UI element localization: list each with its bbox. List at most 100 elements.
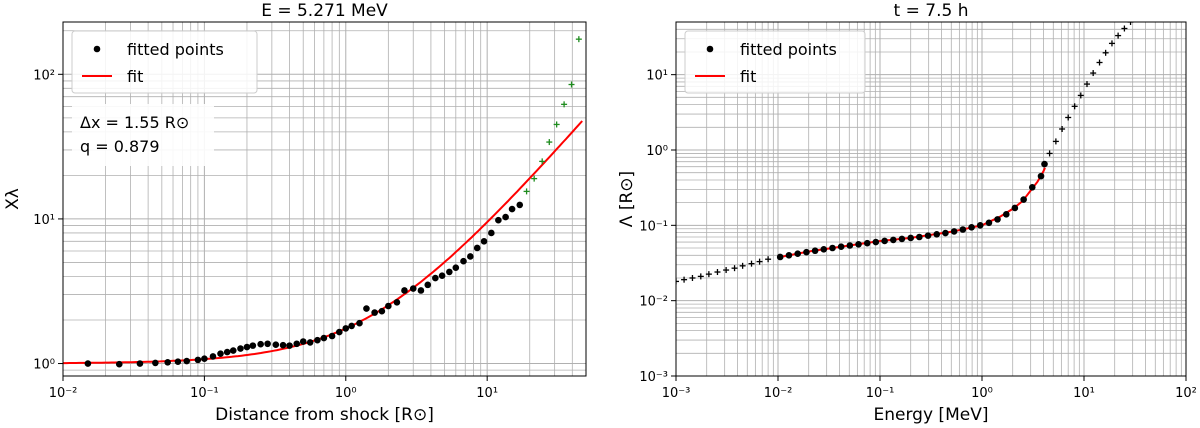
plus-marker (714, 269, 721, 276)
legend: fitted points fit (71, 30, 258, 94)
plus-marker (553, 121, 560, 128)
fitted-point (293, 340, 301, 348)
fitted-point (249, 342, 257, 349)
fitted-point (393, 299, 401, 306)
fitted-point (829, 244, 836, 252)
fitted-point (976, 222, 984, 229)
fitted-point (488, 229, 495, 237)
plus-marker (765, 256, 772, 263)
plus-marker (1090, 70, 1097, 77)
fitted-point (223, 348, 231, 356)
plot-1: 10⁻² 10⁻¹ 10⁰ 10¹ 10⁰ 10¹ 10² E = 5.271 MeV Dist… (3, 1, 587, 425)
plus-marker (1065, 114, 1072, 121)
fitted-point (217, 350, 224, 357)
x-axis-label: Distance from shock [R⊙] (215, 405, 434, 425)
fitted-point (502, 213, 509, 221)
x-tick-label: 10² (1175, 386, 1197, 401)
fitted-point (846, 242, 854, 249)
fitted-point (898, 235, 906, 243)
fitted-point (994, 216, 1001, 223)
plus-marker (1121, 25, 1128, 32)
fitted-point (194, 356, 202, 364)
x-tick-label: 10⁻² (764, 386, 793, 401)
plus-marker (681, 276, 688, 283)
fitted-point (452, 264, 460, 271)
fitted-point (942, 229, 949, 237)
legend-box (684, 30, 866, 94)
fitted-point (837, 243, 845, 251)
y-tick-label: 10¹ (646, 69, 668, 84)
x-tick-label: 10¹ (476, 386, 498, 401)
fitted-point (385, 302, 392, 310)
fitted-point (516, 201, 524, 209)
y-tick-label: 10¹ (33, 213, 55, 228)
fitted-point (924, 232, 932, 239)
plus-marker (748, 260, 755, 267)
chart-title: E = 5.271 MeV (261, 1, 388, 21)
fitted-point (446, 268, 453, 276)
axes-frame (62, 21, 587, 377)
plus-marker (546, 139, 553, 146)
y-tick-label: 10⁻¹ (639, 219, 668, 234)
fitted-point (480, 238, 488, 245)
legend-label: fit (127, 67, 143, 86)
fitted-point (209, 353, 217, 360)
x-axis-label: Energy [MeV] (874, 405, 989, 425)
x-tick-label: 10⁰ (335, 386, 357, 401)
legend-marker-points (93, 45, 101, 53)
plus-marker (568, 81, 575, 88)
fitted-point (933, 231, 941, 238)
plus-marker (1077, 92, 1084, 99)
plus-marker (1052, 138, 1059, 145)
fitted-point (1002, 211, 1010, 218)
fitted-point (320, 334, 328, 342)
chart-title: t = 7.5 h (894, 1, 969, 21)
plus-marker (531, 175, 538, 182)
fitted-point (785, 252, 793, 259)
y-tick-label: 10⁻³ (639, 370, 668, 385)
plus-marker (1071, 103, 1078, 110)
fitted-point (342, 325, 350, 332)
fitted-point (811, 247, 819, 255)
fitted-point (959, 226, 967, 233)
fitted-point (950, 228, 958, 235)
legend-label: fitted points (127, 40, 224, 59)
fitted-point (243, 343, 251, 351)
fitted-point (863, 239, 871, 247)
plus-marker (1127, 22, 1134, 25)
fitted-point (201, 355, 208, 363)
fitted-point (257, 340, 264, 348)
fitted-point (371, 309, 378, 316)
y-axis-label: Λ [R⊙] (617, 171, 637, 227)
fitted-point (299, 338, 307, 345)
fitted-point (907, 234, 915, 242)
fitted-point (794, 250, 801, 258)
plus-marker (1046, 150, 1053, 157)
plus-marker (561, 101, 568, 108)
plus-marker (1102, 49, 1109, 56)
plot-2: 10⁻³ 10⁻² 10⁻¹ 10⁰ 10¹ 10² 10⁻³ 10⁻² 10⁻¹ 10⁰ 10¹ t… (617, 1, 1197, 425)
fitted-point (152, 359, 159, 367)
fitted-point (872, 238, 880, 246)
ticks: 10⁻² 10⁻¹ 10⁰ 10¹ 10⁰ 10¹ 10² (33, 68, 498, 401)
fitted-point (1037, 172, 1045, 180)
legend-label: fitted points (740, 40, 837, 59)
fitted-point (985, 219, 993, 227)
axes-frame (675, 21, 1187, 377)
plus-marker (1059, 125, 1066, 132)
fitted-point (473, 244, 481, 252)
fitted-point (272, 341, 280, 348)
fitted-point (460, 257, 467, 265)
fitted-point (356, 319, 363, 327)
plus-marker (1096, 59, 1103, 66)
y-axis-label: Xλ (3, 188, 23, 210)
fitted-point (164, 358, 171, 366)
fitted-point (286, 342, 293, 349)
fitted-point (348, 322, 355, 330)
annotation-box (72, 104, 214, 166)
plot-area (676, 22, 1134, 285)
fitted-point (467, 253, 474, 260)
fitted-point (264, 340, 271, 348)
plus-marker (723, 267, 730, 274)
